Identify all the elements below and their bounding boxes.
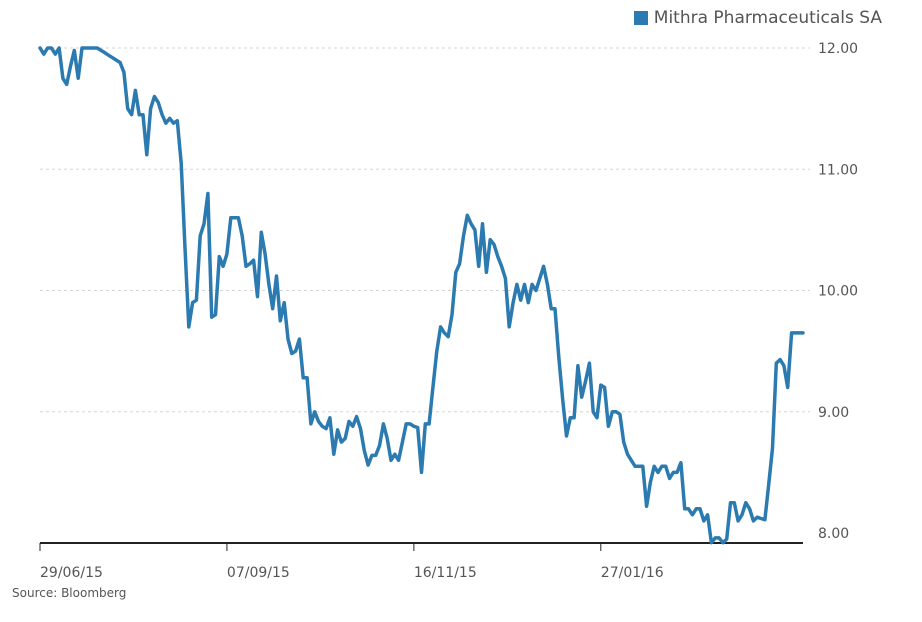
legend-swatch (633, 11, 648, 25)
price-series-line (38, 46, 805, 545)
x-tick-label: 07/09/15 (227, 565, 290, 581)
x-tick-label: 16/11/15 (414, 565, 477, 581)
x-tick-label: 29/06/15 (40, 565, 103, 581)
x-tick-label: 27/01/16 (601, 565, 664, 581)
y-tick-label: 10.00 (818, 284, 858, 300)
y-tick-label: 8.00 (818, 526, 849, 542)
source-note: Source: Bloomberg (12, 586, 127, 600)
grid-lines (40, 47, 810, 413)
y-axis-ticks: 12.00 11.00 10.00 9.00 8.00 (818, 41, 858, 542)
y-tick-label: 9.00 (818, 405, 849, 421)
y-tick-label: 11.00 (818, 162, 858, 178)
legend: Mithra Pharmaceuticals SA (633, 8, 882, 28)
legend-label: Mithra Pharmaceuticals SA (653, 8, 882, 28)
y-tick-label: 12.00 (818, 41, 858, 57)
x-axis-ticks: 29/06/15 07/09/15 16/11/15 27/01/16 (39, 543, 664, 581)
